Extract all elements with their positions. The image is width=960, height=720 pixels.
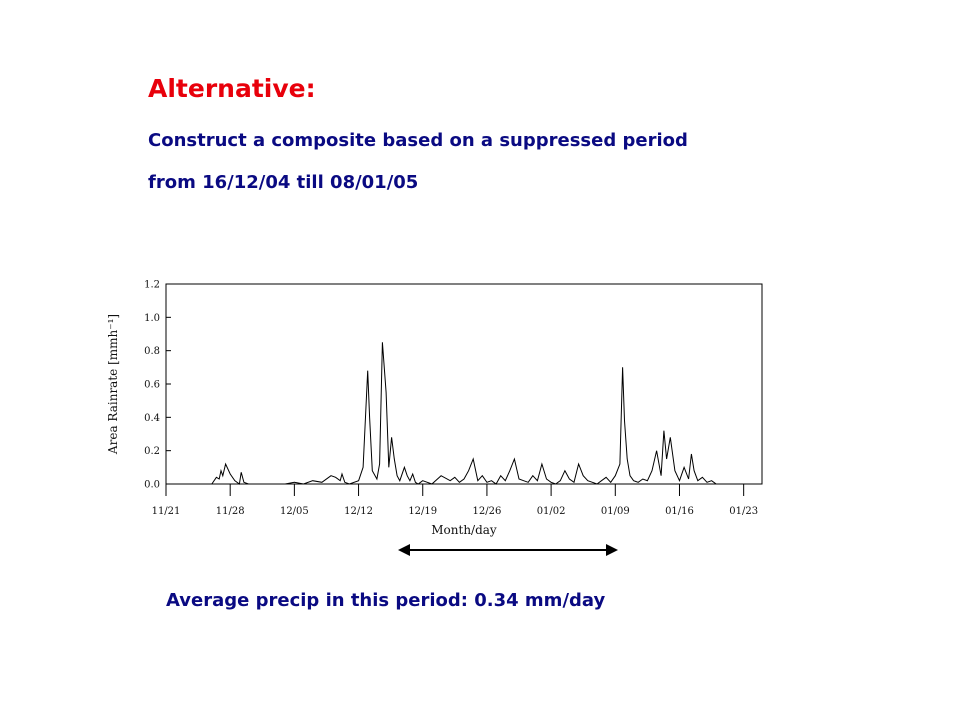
x-tick-label: 01/02 bbox=[537, 506, 566, 517]
x-tick-label: 12/12 bbox=[344, 506, 373, 517]
slide-subtitle-line-1: Construct a composite based on a suppres… bbox=[148, 130, 688, 151]
y-tick-label: 1.2 bbox=[144, 280, 160, 291]
x-tick-label: 11/21 bbox=[152, 506, 181, 517]
rainrate-series-line bbox=[211, 342, 762, 485]
x-tick-label: 12/26 bbox=[473, 506, 502, 517]
x-tick-label: 11/28 bbox=[216, 506, 245, 517]
x-axis-ticks: 11/21 11/28 12/05 12/12 12/19 12/26 01/02 01/09… bbox=[152, 484, 758, 517]
rainrate-chart: 0.0 0.2 0.4 0.6 0.8 1.0 1.2 11/21 11/28 12/05 12/… bbox=[106, 280, 763, 537]
y-tick-label: 0.2 bbox=[144, 446, 160, 457]
y-tick-label: 0.8 bbox=[144, 346, 160, 357]
x-tick-label: 01/09 bbox=[601, 506, 630, 517]
y-tick-label: 0.0 bbox=[144, 480, 160, 491]
y-tick-label: 1.0 bbox=[144, 313, 160, 324]
x-tick-label: 12/19 bbox=[408, 506, 437, 517]
x-tick-label: 01/16 bbox=[665, 506, 694, 517]
y-tick-label: 0.6 bbox=[144, 380, 160, 391]
slide-subtitle-line-2: from 16/12/04 till 08/01/05 bbox=[148, 172, 419, 193]
y-axis-ticks: 0.0 0.2 0.4 0.6 0.8 1.0 1.2 bbox=[144, 280, 171, 491]
y-axis-title: Area Rainrate [mmh⁻¹] bbox=[106, 314, 120, 455]
x-axis-title: Month/day bbox=[431, 523, 497, 537]
average-precip-note: Average precip in this period: 0.34 mm/d… bbox=[166, 590, 606, 611]
x-tick-label: 12/05 bbox=[280, 506, 309, 517]
y-tick-label: 0.4 bbox=[144, 413, 160, 424]
period-double-arrow bbox=[398, 544, 618, 556]
x-tick-label: 01/23 bbox=[729, 506, 758, 517]
slide-title: Alternative: bbox=[148, 74, 316, 103]
